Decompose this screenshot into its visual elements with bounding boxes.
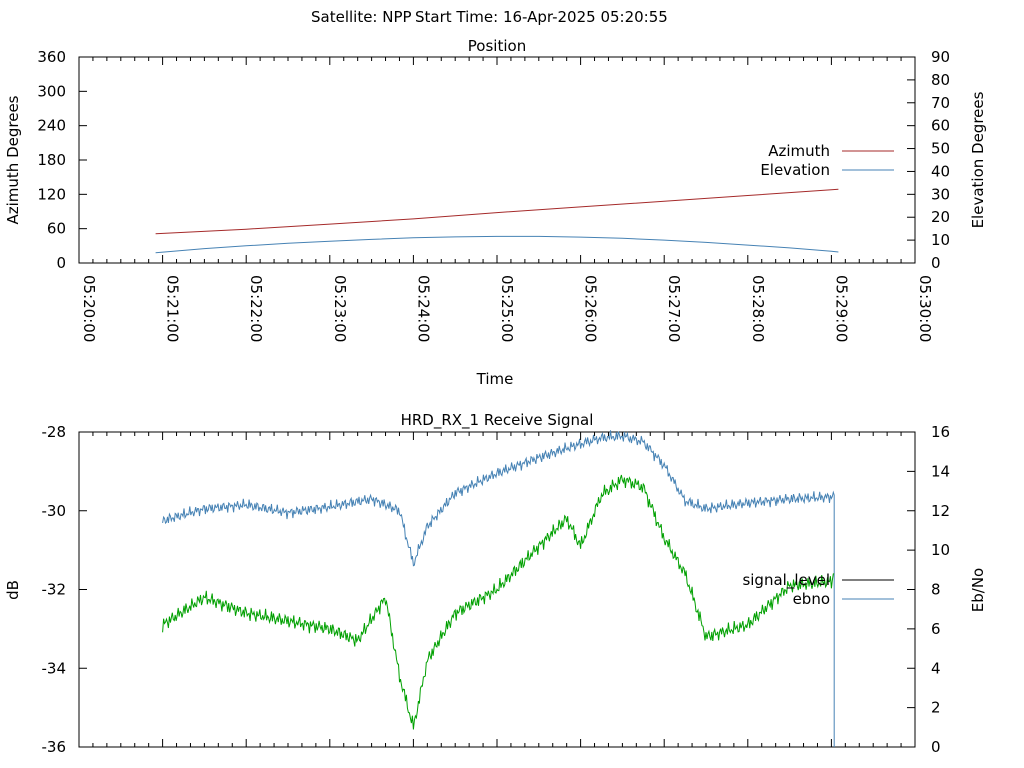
receive-signal-legend-label: ebno: [793, 590, 830, 608]
position-y2-tick-label: 20: [931, 208, 950, 226]
position-x-tick-label: 05:25:00: [498, 275, 516, 342]
receive-signal-y-tick-label: -30: [42, 502, 67, 520]
position-x-tick-label: 05:28:00: [749, 275, 767, 342]
position-y-axis-label: Azimuth Degrees: [4, 95, 22, 224]
position-x-tick-label: 05:24:00: [414, 275, 432, 342]
receive-signal-y2-tick-label: 8: [931, 581, 941, 599]
position-y2-tick-label: 40: [931, 162, 950, 180]
receive-signal-y2-tick-label: 16: [931, 423, 950, 441]
position-x-axis-label: Time: [476, 370, 514, 388]
receive-signal-y-tick-label: -34: [42, 659, 67, 677]
position-x-tick-label: 05:22:00: [247, 275, 265, 342]
receive-signal-y2-tick-label: 14: [931, 462, 950, 480]
position-y-tick-label: 300: [37, 82, 66, 100]
position-y-tick-label: 360: [37, 48, 66, 66]
position-x-tick-label: 05:21:00: [164, 275, 182, 342]
position-chart-title: Position: [468, 37, 526, 55]
position-x-tick-label: 05:29:00: [832, 275, 850, 342]
position-legend-label: Elevation: [760, 161, 830, 179]
header-satellite: Satellite: NPP: [311, 8, 412, 26]
receive-signal-y-axis-label: dB: [4, 580, 22, 600]
position-y-tick-label: 60: [47, 220, 66, 238]
receive-signal-y2-tick-label: 4: [931, 659, 941, 677]
position-series-line-Elevation: [155, 235, 839, 254]
position-y2-tick-label: 30: [931, 185, 950, 203]
position-y2-tick-label: 50: [931, 140, 950, 158]
position-x-tick-label: 05:27:00: [665, 275, 683, 342]
position-y2-tick-label: 90: [931, 48, 950, 66]
position-y-tick-label: 120: [37, 185, 66, 203]
receive-signal-y-tick-label: -32: [42, 581, 67, 599]
position-y2-tick-label: 80: [931, 71, 950, 89]
position-chart: Position 05:20:00 05:21:00 05:22:00 05:23:0…: [4, 37, 987, 388]
position-y2-tick-label: 0: [931, 254, 941, 272]
receive-signal-y2-tick-label: 2: [931, 699, 941, 717]
position-x-tick-label: 05:20:00: [80, 275, 98, 342]
receive-signal-y2-axis-label: Eb/No: [969, 568, 987, 612]
receive-signal-series-line-unlabeled: [162, 474, 835, 730]
position-y2-tick-label: 10: [931, 231, 950, 249]
position-y2-tick-label: 60: [931, 117, 950, 135]
position-y-tick-label: 0: [56, 254, 66, 272]
position-x-tick-label: 05:26:00: [582, 275, 600, 342]
receive-signal-y2-tick-label: 10: [931, 541, 950, 559]
position-y2-axis-label: Elevation Degrees: [969, 91, 987, 228]
receive-signal-y2-tick-label: 6: [931, 620, 941, 638]
receive-signal-y-tick-label: -28: [42, 423, 67, 441]
position-y-tick-label: 180: [37, 151, 66, 169]
receive-signal-series-line-ebno: [162, 430, 835, 567]
receive-signal-chart-title: HRD_RX_1 Receive Signal: [401, 411, 594, 430]
receive-signal-chart: HRD_RX_1 Receive Signal -36 -34 -32 -30 -28 0…: [4, 411, 987, 756]
position-series-line-Azimuth: [155, 188, 839, 235]
position-x-tick-label: 05:30:00: [916, 275, 934, 342]
receive-signal-legend-label: signal_level: [742, 571, 830, 590]
position-legend-label: Azimuth: [768, 142, 830, 160]
receive-signal-y2-tick-label: 12: [931, 502, 950, 520]
position-y2-tick-label: 70: [931, 94, 950, 112]
header-start-time: Start Time: 16-Apr-2025 05:20:55: [415, 8, 668, 26]
receive-signal-y-tick-label: -36: [42, 738, 67, 756]
position-x-tick-label: 05:23:00: [331, 275, 349, 342]
position-y-tick-label: 240: [37, 117, 66, 135]
receive-signal-y2-tick-label: 0: [931, 738, 941, 756]
